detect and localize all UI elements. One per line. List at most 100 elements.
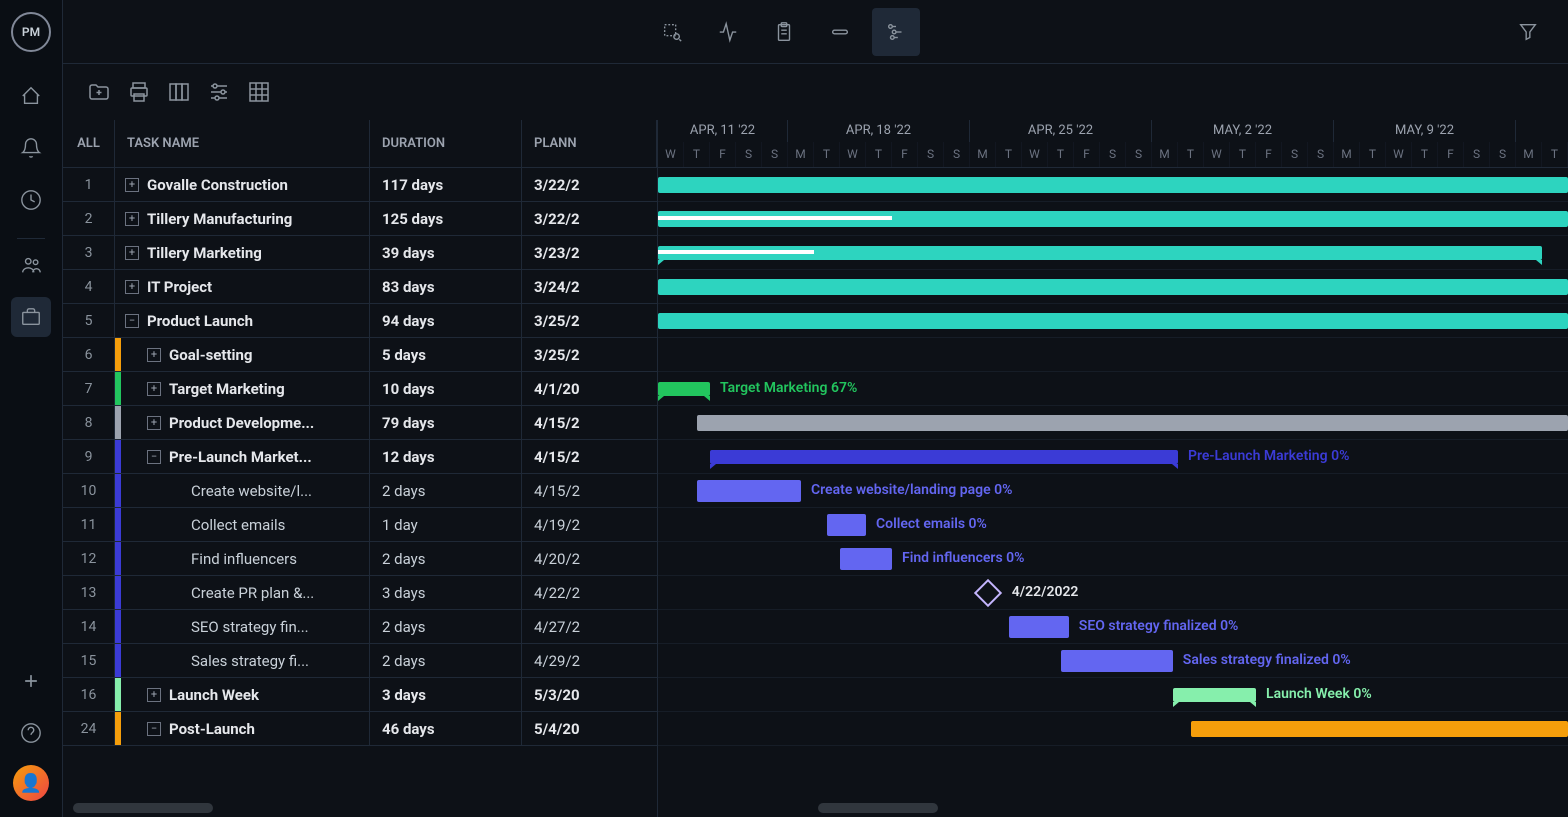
task-name-cell[interactable]: +Tillery Marketing <box>115 236 370 269</box>
day-header: M <box>970 142 996 167</box>
week-header: APR, 18 '22 <box>788 120 970 142</box>
day-header: S <box>1282 142 1308 167</box>
gantt-bar[interactable] <box>840 548 892 570</box>
col-header-duration[interactable]: DURATION <box>370 120 522 167</box>
activity-icon[interactable] <box>704 8 752 56</box>
portfolio-icon[interactable] <box>11 297 51 337</box>
day-header: S <box>1308 142 1334 167</box>
row-number: 16 <box>63 678 115 711</box>
help-icon[interactable] <box>11 713 51 753</box>
task-name-cell[interactable]: +Tillery Manufacturing <box>115 202 370 235</box>
gantt-bar[interactable] <box>697 480 801 502</box>
day-header: T <box>996 142 1022 167</box>
task-name-cell[interactable]: −Post-Launch <box>115 712 370 745</box>
gantt-bar[interactable] <box>658 177 1568 193</box>
recent-icon[interactable] <box>11 180 51 220</box>
table-row[interactable]: 6+Goal-setting5 days3/25/2 <box>63 338 657 372</box>
add-icon[interactable] <box>11 661 51 701</box>
expand-toggle[interactable]: − <box>147 450 161 464</box>
gantt-bar[interactable] <box>658 313 1568 329</box>
expand-toggle[interactable]: + <box>125 178 139 192</box>
gantt-milestone[interactable] <box>974 579 1002 607</box>
task-name-cell[interactable]: Collect emails <box>115 508 370 541</box>
grid-icon[interactable] <box>247 80 271 104</box>
folder-icon[interactable] <box>87 80 111 104</box>
table-row[interactable]: 12Find influencers2 days4/20/2 <box>63 542 657 576</box>
search-icon[interactable] <box>648 8 696 56</box>
gantt-bar[interactable] <box>710 450 1178 464</box>
task-name-cell[interactable]: +Launch Week <box>115 678 370 711</box>
task-duration: 2 days <box>370 644 522 677</box>
task-name-cell[interactable]: Find influencers <box>115 542 370 575</box>
filter-icon[interactable] <box>1504 8 1552 56</box>
table-row[interactable]: 15Sales strategy fi...2 days4/29/2 <box>63 644 657 678</box>
expand-toggle[interactable]: + <box>147 382 161 396</box>
settings-sliders-icon[interactable] <box>207 80 231 104</box>
task-name: Goal-setting <box>169 346 253 364</box>
table-row[interactable]: 9−Pre-Launch Market...12 days4/15/2 <box>63 440 657 474</box>
gantt-bar[interactable] <box>1009 616 1069 638</box>
user-avatar[interactable]: 👤 <box>13 765 49 801</box>
table-row[interactable]: 5−Product Launch94 days3/25/2 <box>63 304 657 338</box>
table-row[interactable]: 2+Tillery Manufacturing125 days3/22/2 <box>63 202 657 236</box>
gantt-bar[interactable] <box>658 279 1568 295</box>
task-planned: 4/27/2 <box>522 610 657 643</box>
app-logo[interactable]: PM <box>11 12 51 52</box>
table-row[interactable]: 14SEO strategy fin...2 days4/27/2 <box>63 610 657 644</box>
col-header-name[interactable]: TASK NAME <box>115 120 370 167</box>
col-header-planned[interactable]: PLANN <box>522 120 657 167</box>
gantt-bar[interactable] <box>1061 650 1173 672</box>
table-row[interactable]: 10Create website/l...2 days4/15/2 <box>63 474 657 508</box>
gantt-bar[interactable] <box>827 514 866 536</box>
gantt-bar[interactable] <box>697 415 1568 431</box>
col-header-all[interactable]: ALL <box>63 120 115 167</box>
task-name-cell[interactable]: +IT Project <box>115 270 370 303</box>
task-name-cell[interactable]: Create website/l... <box>115 474 370 507</box>
task-name-cell[interactable]: SEO strategy fin... <box>115 610 370 643</box>
home-icon[interactable] <box>11 76 51 116</box>
expand-toggle[interactable]: + <box>147 416 161 430</box>
gantt-bar[interactable] <box>1173 688 1256 702</box>
table-row[interactable]: 3+Tillery Marketing39 days3/23/2 <box>63 236 657 270</box>
table-row[interactable]: 11Collect emails1 day4/19/2 <box>63 508 657 542</box>
task-name-cell[interactable]: −Pre-Launch Market... <box>115 440 370 473</box>
table-row[interactable]: 8+Product Developme...79 days4/15/2 <box>63 406 657 440</box>
table-row[interactable]: 24−Post-Launch46 days5/4/20 <box>63 712 657 746</box>
notifications-icon[interactable] <box>11 128 51 168</box>
task-name-cell[interactable]: +Product Developme... <box>115 406 370 439</box>
people-icon[interactable] <box>11 245 51 285</box>
gantt-bar[interactable] <box>1191 721 1568 737</box>
task-name-cell[interactable]: +Target Marketing <box>115 372 370 405</box>
expand-toggle[interactable]: + <box>125 212 139 226</box>
expand-toggle[interactable]: + <box>125 280 139 294</box>
table-row[interactable]: 16+Launch Week3 days5/3/20 <box>63 678 657 712</box>
clipboard-icon[interactable] <box>760 8 808 56</box>
expand-toggle[interactable]: − <box>147 722 161 736</box>
task-duration: 83 days <box>370 270 522 303</box>
task-duration: 5 days <box>370 338 522 371</box>
gantt-bar-label: Sales strategy finalized 0% <box>1183 652 1351 668</box>
table-row[interactable]: 7+Target Marketing10 days4/1/20 <box>63 372 657 406</box>
gantt-bar[interactable] <box>658 382 710 396</box>
day-header: W <box>840 142 866 167</box>
table-row[interactable]: 4+IT Project83 days3/24/2 <box>63 270 657 304</box>
gantt-bar-label: Target Marketing 67% <box>720 380 857 396</box>
expand-toggle[interactable]: + <box>125 246 139 260</box>
table-row[interactable]: 1+Govalle Construction117 days3/22/2 <box>63 168 657 202</box>
task-name-cell[interactable]: Create PR plan &... <box>115 576 370 609</box>
task-name-cell[interactable]: −Product Launch <box>115 304 370 337</box>
task-name-cell[interactable]: + Goal-setting <box>115 338 370 371</box>
gantt-scrollbar[interactable] <box>818 803 938 813</box>
gantt-view-icon[interactable] <box>872 8 920 56</box>
link-icon[interactable] <box>816 8 864 56</box>
task-name-cell[interactable]: +Govalle Construction <box>115 168 370 201</box>
table-row[interactable]: 13Create PR plan &...3 days4/22/2 <box>63 576 657 610</box>
table-scrollbar[interactable] <box>73 803 213 813</box>
columns-icon[interactable] <box>167 80 191 104</box>
print-icon[interactable] <box>127 80 151 104</box>
task-name-cell[interactable]: Sales strategy fi... <box>115 644 370 677</box>
expand-toggle[interactable]: + <box>147 348 161 362</box>
expand-toggle[interactable]: + <box>147 688 161 702</box>
task-planned: 4/15/2 <box>522 406 657 439</box>
expand-toggle[interactable]: − <box>125 314 139 328</box>
